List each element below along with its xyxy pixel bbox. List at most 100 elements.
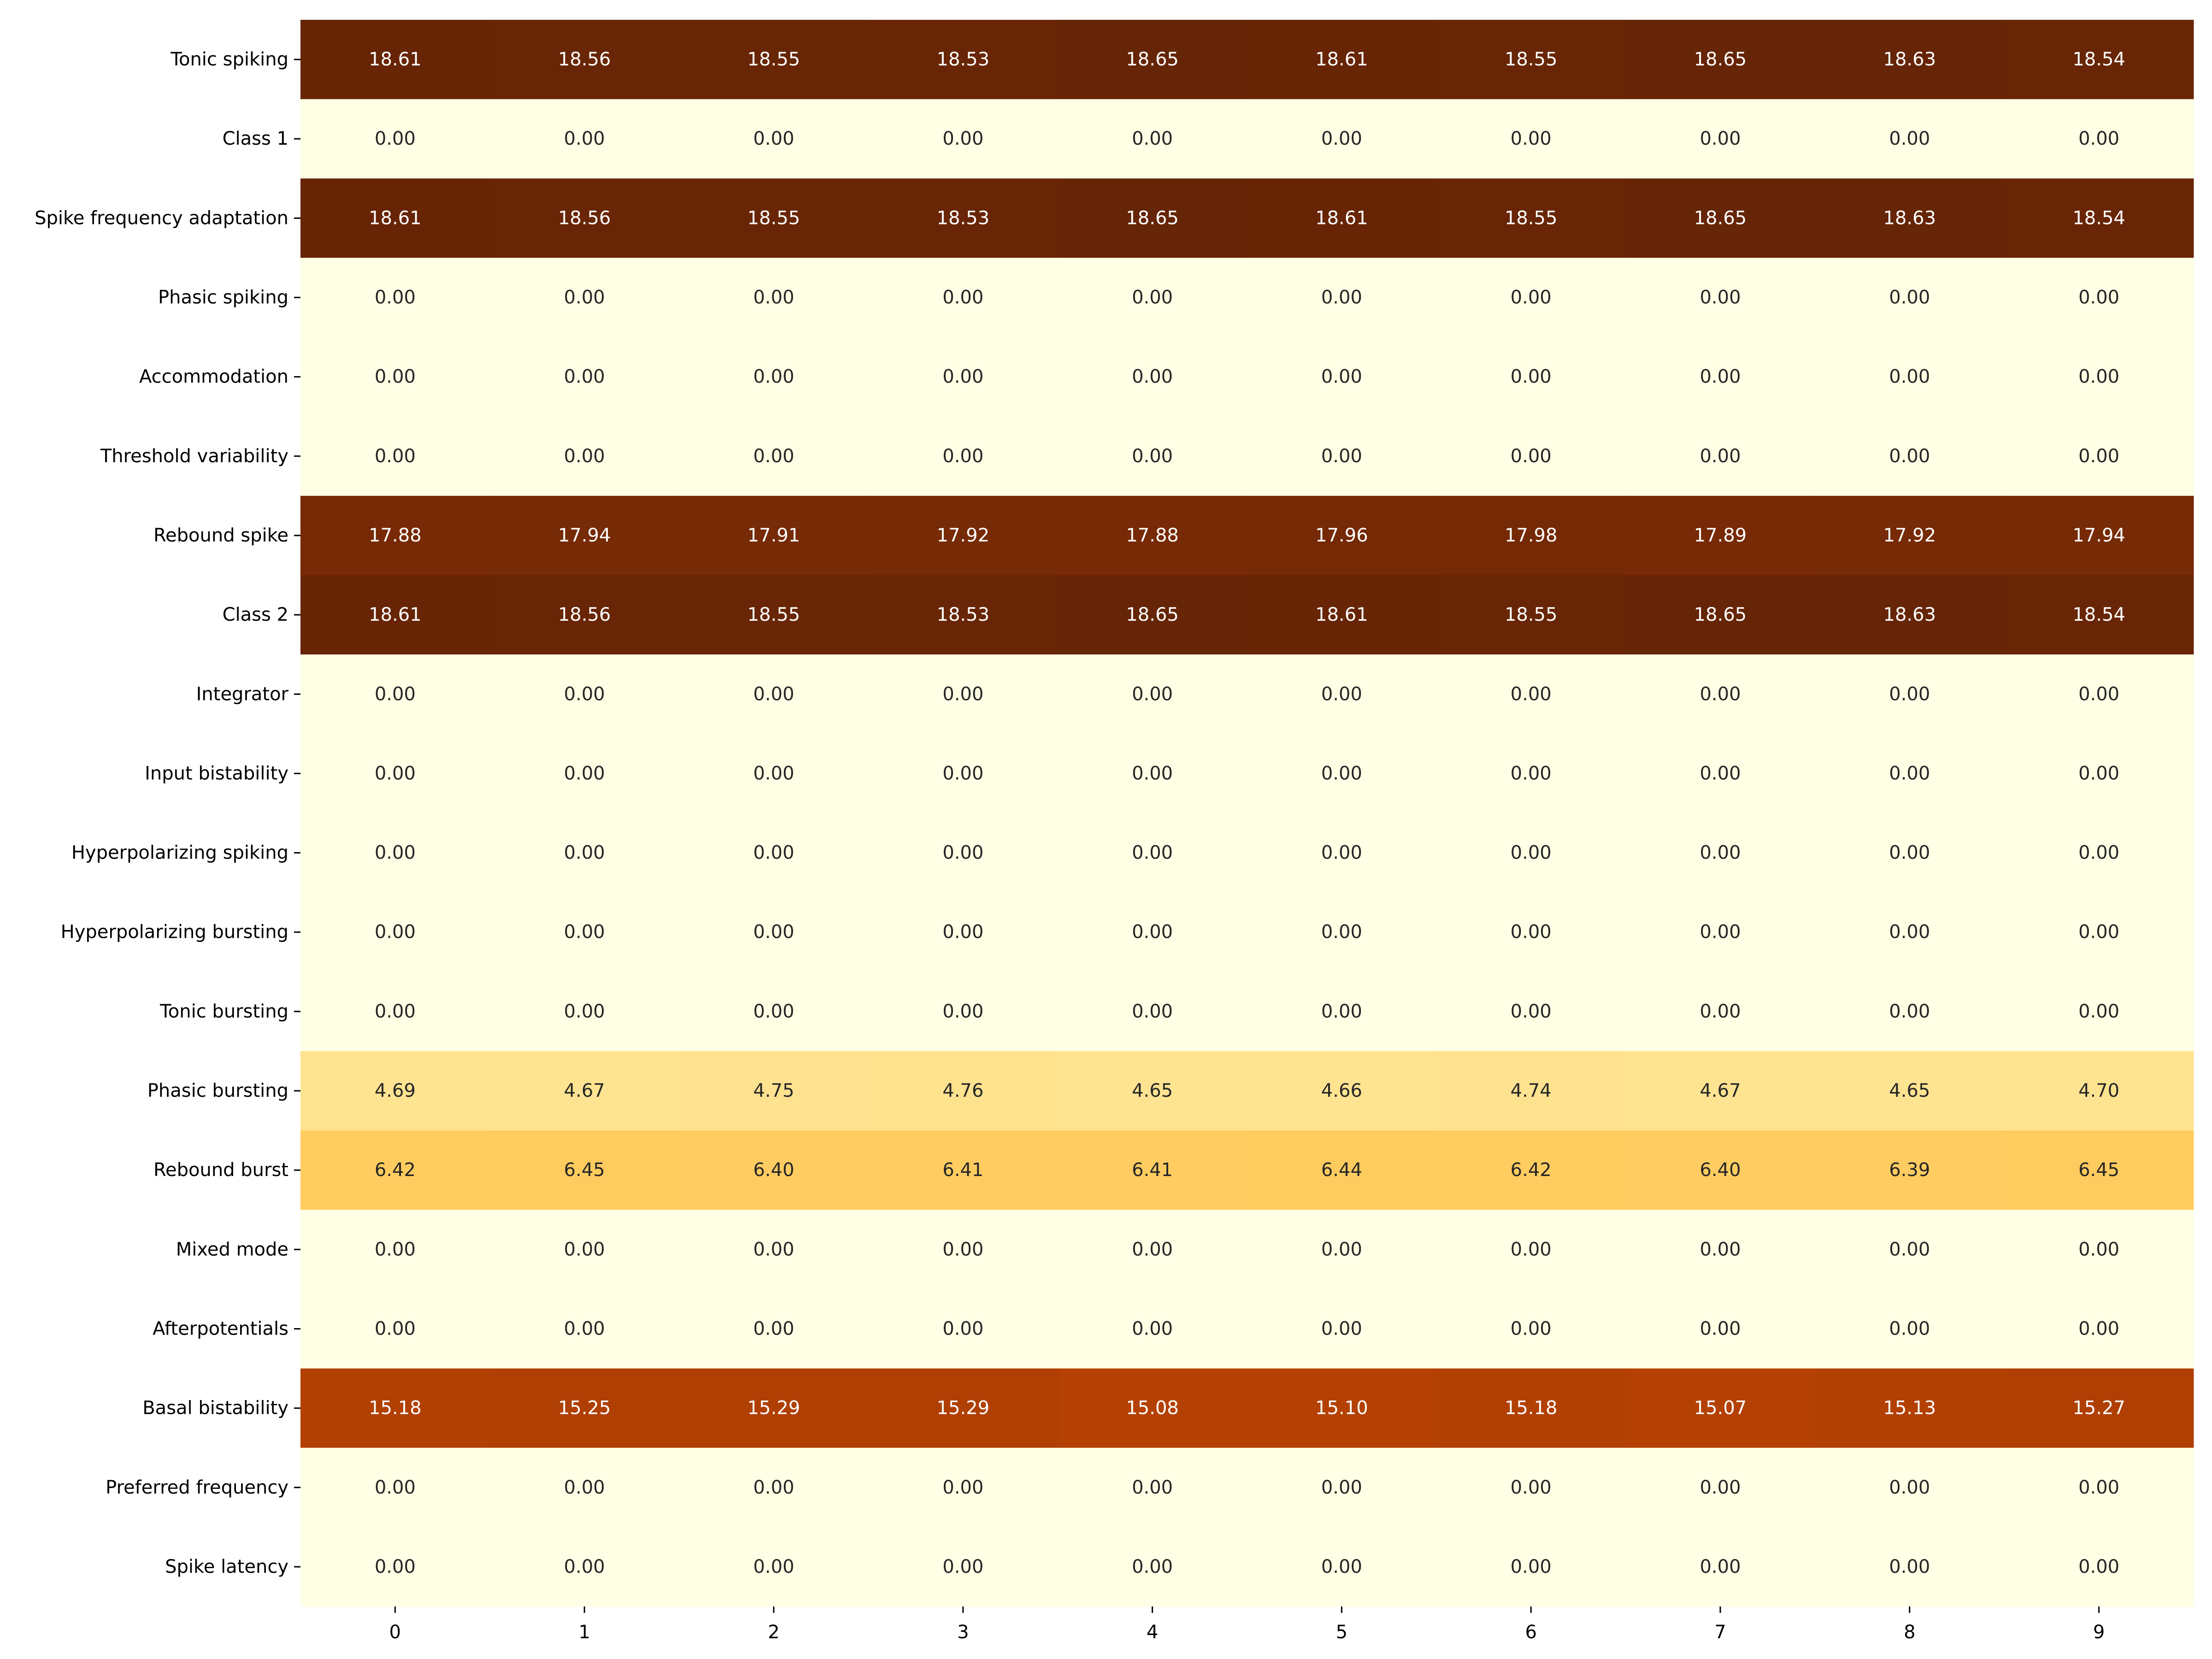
cell-value-label: 0.00 xyxy=(1321,446,1362,467)
heatmap-cell xyxy=(868,813,1058,893)
x-tick-label: 5 xyxy=(1336,1622,1347,1643)
heatmap-cell xyxy=(1625,99,1815,179)
y-tick-label: Mixed mode xyxy=(176,1239,288,1260)
cell-value-label: 0.00 xyxy=(1511,1239,1552,1260)
cell-value-label: 0.00 xyxy=(1132,446,1173,467)
heatmap-cell xyxy=(1815,495,2005,576)
y-tick-label: Class 2 xyxy=(223,604,288,625)
cell-value-label: 0.00 xyxy=(375,1556,416,1577)
cell-value-label: 4.67 xyxy=(564,1080,605,1101)
heatmap-cell xyxy=(489,654,680,734)
heatmap-cell xyxy=(300,20,490,100)
heatmap-cell xyxy=(300,1447,490,1528)
cell-value-label: 0.00 xyxy=(753,128,794,149)
heatmap-cell xyxy=(1247,734,1437,813)
cell-value-label: 18.61 xyxy=(1315,207,1368,229)
cell-value-label: 4.69 xyxy=(375,1080,416,1101)
heatmap-cell xyxy=(1815,99,2005,179)
cell-value-label: 0.00 xyxy=(564,842,605,864)
heatmap-cell xyxy=(2004,1051,2194,1131)
heatmap-cell xyxy=(1815,416,2005,496)
heatmap-cell xyxy=(1625,178,1815,258)
cell-value-label: 18.65 xyxy=(1126,207,1179,229)
heatmap-cell xyxy=(679,1527,869,1607)
y-tick-label: Class 1 xyxy=(223,128,288,149)
y-tick-label: Spike frequency adaptation xyxy=(35,207,288,229)
cell-value-label: 6.42 xyxy=(1511,1159,1552,1181)
y-tick-label: Phasic bursting xyxy=(147,1080,288,1101)
x-tick-label: 9 xyxy=(2093,1622,2105,1643)
cell-value-label: 0.00 xyxy=(1700,1239,1741,1260)
cell-value-label: 6.41 xyxy=(942,1159,983,1181)
heatmap-cell xyxy=(489,178,680,258)
heatmap-cell xyxy=(868,734,1058,813)
cell-value-label: 0.00 xyxy=(1132,1239,1173,1260)
heatmap-cell xyxy=(868,575,1058,655)
cell-value-label: 0.00 xyxy=(1511,922,1552,943)
heatmap-cell xyxy=(868,99,1058,179)
heatmap-cell xyxy=(300,1527,490,1607)
heatmap-cell xyxy=(1247,1447,1437,1528)
cell-value-label: 6.45 xyxy=(564,1159,605,1181)
heatmap-cell xyxy=(1625,1130,1815,1210)
cell-value-label: 0.00 xyxy=(1511,446,1552,467)
heatmap-cell xyxy=(1247,1051,1437,1131)
cell-value-label: 0.00 xyxy=(942,366,983,388)
cell-value-label: 0.00 xyxy=(753,366,794,388)
cell-value-label: 0.00 xyxy=(753,446,794,467)
heatmap-cell xyxy=(1815,971,2005,1052)
heatmap-cell xyxy=(1625,1289,1815,1369)
heatmap-cell xyxy=(1436,1368,1626,1448)
heatmap-cell xyxy=(868,1210,1058,1289)
cell-value-label: 0.00 xyxy=(375,1001,416,1022)
heatmap-cell xyxy=(1058,1051,1247,1131)
cell-value-label: 0.00 xyxy=(942,128,983,149)
heatmap-cell xyxy=(489,1447,680,1528)
cell-value-label: 18.54 xyxy=(2072,207,2125,229)
heatmap-cell xyxy=(1625,575,1815,655)
heatmap-cell xyxy=(2004,1368,2194,1448)
heatmap-cell xyxy=(300,99,490,179)
heatmap-cell xyxy=(1625,1210,1815,1289)
heatmap-cell xyxy=(300,1289,490,1369)
cell-value-label: 0.00 xyxy=(1700,1001,1741,1022)
cell-value-label: 0.00 xyxy=(1321,1001,1362,1022)
heatmap-cell xyxy=(679,1368,869,1448)
heatmap-cell xyxy=(868,20,1058,100)
heatmap-cell xyxy=(489,416,680,496)
cell-value-label: 0.00 xyxy=(1132,842,1173,864)
cell-value-label: 0.00 xyxy=(1700,128,1741,149)
cell-value-label: 15.18 xyxy=(369,1398,422,1419)
heatmap-cell xyxy=(1058,734,1247,813)
cell-value-label: 17.91 xyxy=(747,525,800,546)
heatmap-cell xyxy=(1436,575,1626,655)
heatmap-cell xyxy=(1247,1368,1437,1448)
cell-value-label: 18.54 xyxy=(2072,604,2125,625)
y-tick-label: Hyperpolarizing spiking xyxy=(71,842,288,864)
cell-value-label: 15.18 xyxy=(1505,1398,1558,1419)
heatmap-cell xyxy=(1058,99,1247,179)
heatmap-cell xyxy=(1625,734,1815,813)
cell-value-label: 0.00 xyxy=(1700,842,1741,864)
heatmap-cell xyxy=(2004,99,2194,179)
heatmap-cell xyxy=(2004,495,2194,576)
heatmap-cell xyxy=(1625,654,1815,734)
cell-value-label: 0.00 xyxy=(2078,1318,2119,1339)
heatmap-cell xyxy=(1058,1210,1247,1289)
cell-value-label: 6.39 xyxy=(1889,1159,1930,1181)
y-tick-label: Tonic spiking xyxy=(170,49,288,70)
heatmap-cell xyxy=(300,813,490,893)
heatmap-cell xyxy=(679,20,869,100)
heatmap-cell xyxy=(2004,1289,2194,1369)
heatmap-cell xyxy=(2004,971,2194,1052)
cell-value-label: 0.00 xyxy=(1889,366,1930,388)
heatmap-cell xyxy=(300,258,490,338)
heatmap-cell xyxy=(300,575,490,655)
heatmap-cell xyxy=(1436,892,1626,972)
y-tick-label: Hyperpolarizing bursting xyxy=(61,922,288,943)
cell-value-label: 17.92 xyxy=(937,525,990,546)
cell-value-label: 0.00 xyxy=(375,1239,416,1260)
cell-value-label: 18.56 xyxy=(558,207,611,229)
heatmap-cell xyxy=(868,337,1058,417)
heatmap-cell xyxy=(489,1527,680,1607)
